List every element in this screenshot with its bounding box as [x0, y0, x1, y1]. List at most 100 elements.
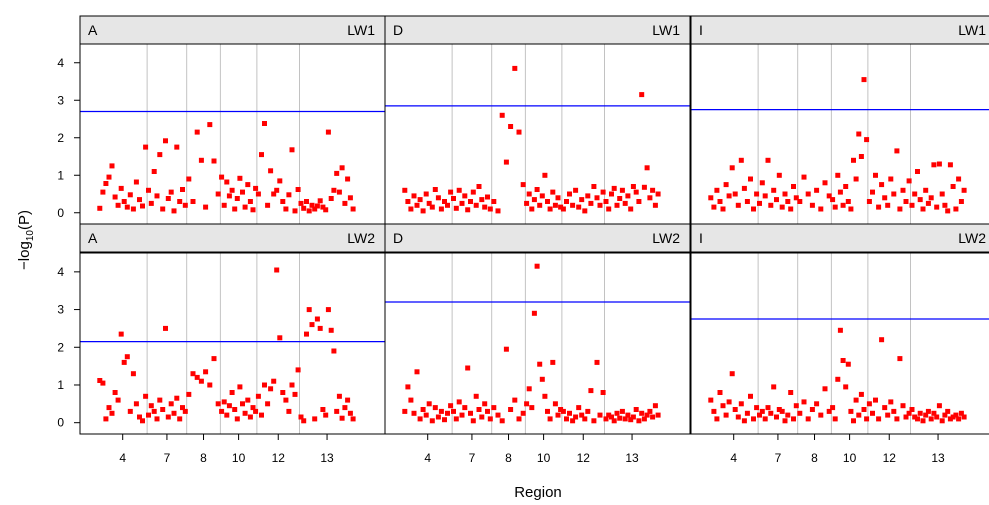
data-point — [274, 187, 280, 193]
data-point — [115, 202, 121, 208]
data-point — [597, 412, 603, 418]
data-point — [526, 386, 532, 392]
data-point — [720, 206, 726, 212]
data-point — [148, 403, 154, 409]
data-point — [832, 204, 838, 210]
data-point — [432, 187, 438, 192]
data-point — [271, 191, 277, 197]
data-point — [606, 206, 612, 212]
x-tick-label: 4 — [730, 451, 737, 465]
data-point — [476, 184, 482, 189]
x-tick-label: 4 — [424, 451, 431, 465]
data-point — [906, 410, 912, 416]
data-point — [323, 207, 329, 213]
data-point — [118, 185, 124, 191]
data-point — [100, 189, 106, 195]
data-point — [491, 405, 497, 411]
facet-strip — [79, 223, 386, 253]
data-point — [331, 187, 337, 193]
data-point — [915, 169, 920, 174]
data-point — [171, 410, 177, 416]
data-point — [448, 403, 454, 409]
data-point — [961, 187, 967, 193]
data-point — [909, 407, 915, 412]
data-point — [140, 418, 145, 424]
x-tick-label: 10 — [537, 451, 551, 465]
data-point — [888, 399, 894, 405]
data-point — [438, 206, 444, 212]
data-point — [121, 359, 127, 365]
data-point — [417, 197, 423, 203]
data-point — [402, 187, 408, 193]
data-point — [491, 199, 497, 204]
data-point — [636, 199, 642, 204]
data-point — [345, 176, 351, 182]
data-point — [495, 208, 501, 214]
data-point — [647, 408, 653, 414]
data-point — [617, 415, 623, 421]
data-point — [268, 168, 274, 174]
data-point — [588, 388, 594, 394]
data-point — [897, 356, 903, 362]
data-point — [851, 157, 856, 163]
data-point — [628, 417, 634, 423]
data-point — [402, 408, 408, 414]
data-point — [873, 172, 878, 178]
facet-label-column: A — [88, 230, 98, 246]
data-point — [432, 405, 438, 411]
data-point — [304, 331, 309, 337]
data-point — [861, 407, 867, 412]
data-point — [516, 129, 522, 135]
data-point — [788, 206, 794, 212]
data-point — [903, 414, 909, 420]
data-point — [180, 405, 185, 411]
data-point — [891, 408, 897, 414]
data-point — [547, 206, 553, 212]
data-point — [328, 327, 334, 333]
data-point — [864, 416, 870, 422]
facet-label-row: LW1 — [652, 22, 680, 38]
data-point — [956, 416, 962, 422]
data-point — [564, 199, 569, 204]
data-point — [950, 184, 956, 189]
data-point — [879, 182, 885, 188]
x-tick-label: 13 — [625, 451, 639, 465]
data-point — [785, 412, 791, 418]
data-point — [809, 202, 815, 208]
data-point — [652, 403, 658, 409]
data-point — [633, 407, 639, 412]
data-point — [271, 378, 277, 384]
data-point — [453, 205, 459, 211]
y-tick-label: 3 — [57, 303, 64, 317]
data-point — [262, 382, 267, 388]
data-point — [186, 176, 192, 182]
data-point — [420, 208, 426, 214]
data-point — [923, 412, 929, 418]
data-point — [265, 401, 271, 407]
data-point — [146, 187, 151, 193]
data-point — [442, 417, 447, 423]
data-point — [757, 412, 762, 418]
data-point — [835, 376, 841, 382]
data-point — [476, 407, 482, 412]
data-point — [856, 412, 862, 418]
data-point — [154, 193, 160, 199]
data-point — [221, 202, 227, 208]
data-point — [468, 410, 473, 416]
y-tick-label: 4 — [57, 265, 64, 279]
data-point — [508, 407, 514, 412]
data-point — [776, 407, 782, 412]
data-point — [133, 401, 139, 407]
data-point — [414, 369, 420, 375]
data-point — [594, 359, 600, 365]
data-point — [112, 390, 118, 395]
data-point — [237, 384, 243, 390]
data-point — [738, 157, 744, 163]
data-point — [614, 410, 620, 416]
panel-border — [384, 252, 691, 435]
data-point — [714, 187, 720, 193]
data-point — [253, 408, 259, 414]
data-point — [198, 157, 204, 163]
panel-I-LW2: I LW2 — [690, 223, 989, 435]
